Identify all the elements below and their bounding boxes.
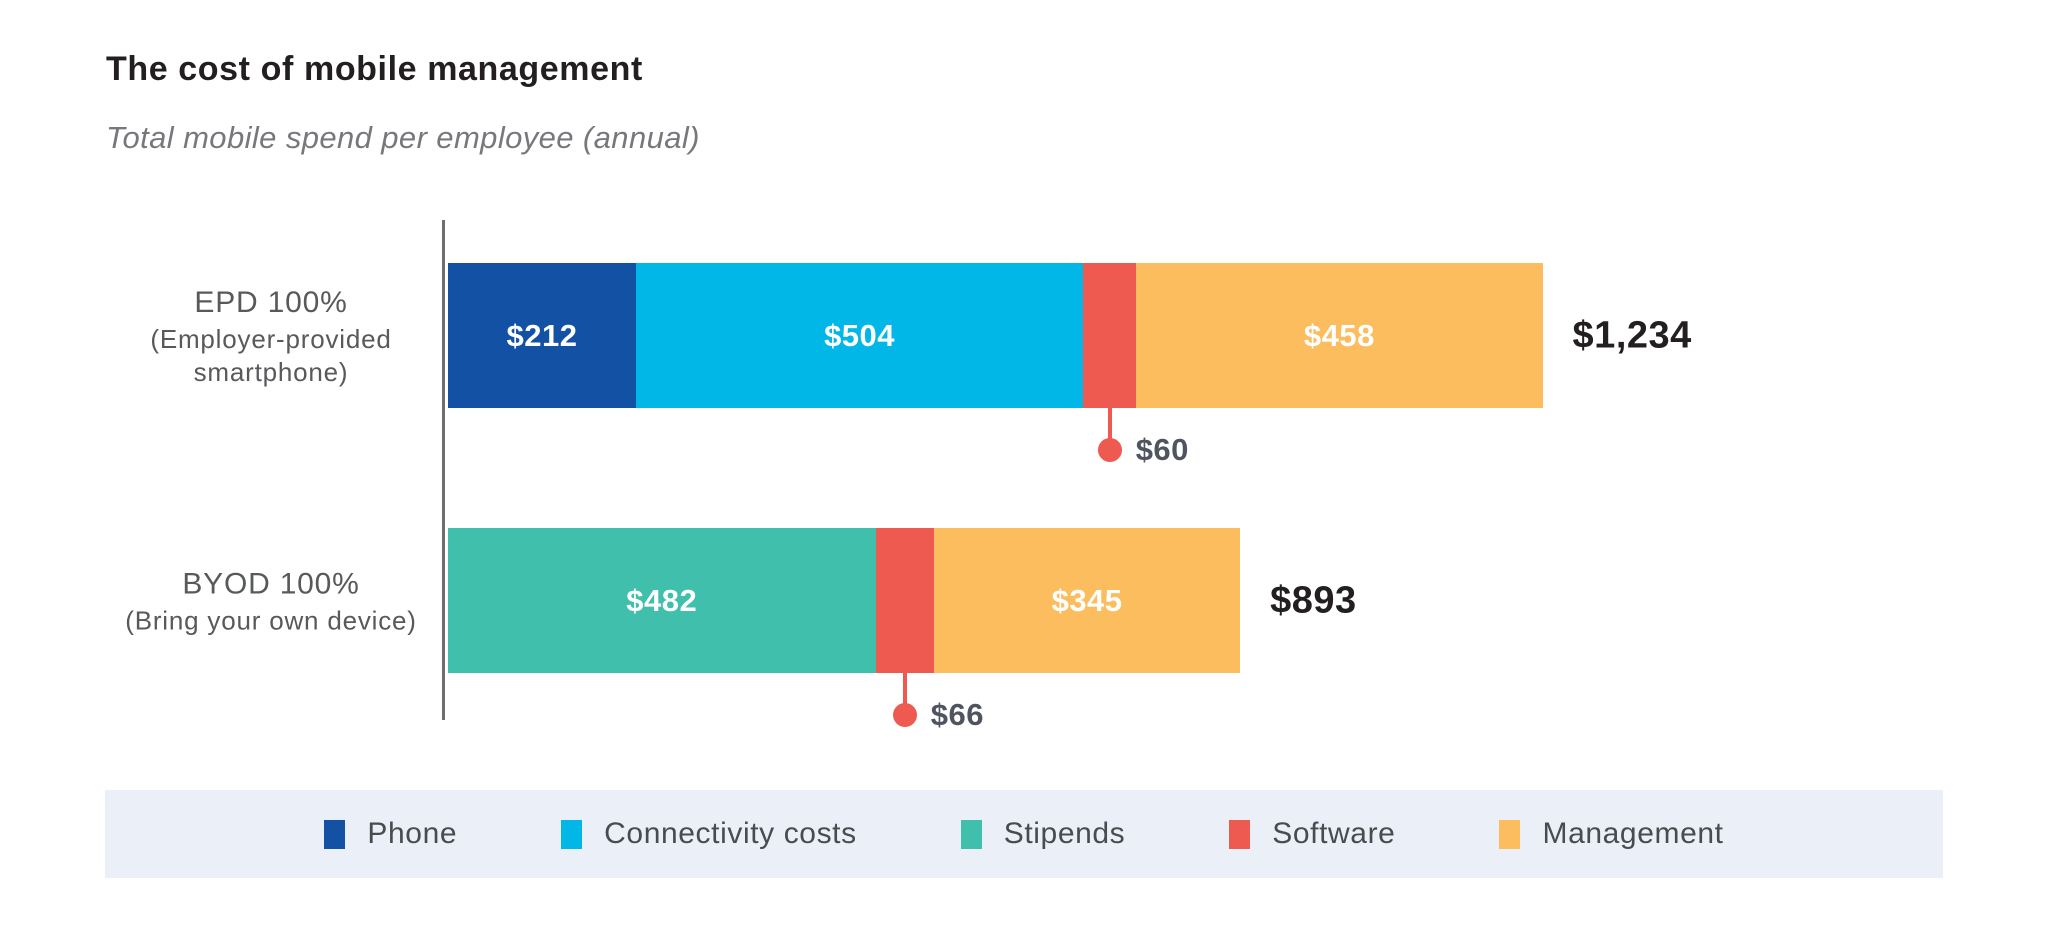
- category-note: (Employer-provided smartphone): [150, 323, 392, 387]
- category-name: EPD 100%: [194, 285, 348, 319]
- legend-swatch-software: [1229, 819, 1251, 849]
- legend-swatch-management: [1499, 819, 1521, 849]
- legend-item-phone: Phone: [324, 817, 457, 851]
- legend-swatch-phone: [324, 819, 346, 849]
- segment-management: $458: [1136, 263, 1543, 408]
- segment-software: [875, 528, 935, 673]
- segment-connectivity-costs: $504: [636, 263, 1084, 408]
- legend-item-stipends: Stipends: [960, 817, 1126, 851]
- stacked-bar-epd: $212 $504 $458: [448, 263, 1543, 408]
- segment-stipends: $482: [448, 528, 876, 673]
- legend: Phone Connectivity costs Stipends Software M…: [105, 790, 1943, 878]
- stacked-bar-byod: $482 $345: [448, 528, 1241, 673]
- legend-swatch-stipends: [960, 819, 982, 849]
- legend-swatch-connectivity-costs: [561, 819, 583, 849]
- legend-item-connectivity-costs: Connectivity costs: [561, 817, 857, 851]
- legend-item-software: Software: [1229, 817, 1395, 851]
- legend-items: Phone Connectivity costs Stipends Software M…: [324, 817, 1723, 851]
- legend-label-stipends: Stipends: [1003, 817, 1126, 850]
- y-axis-line: [442, 220, 445, 720]
- callout-dot-software: [1097, 438, 1122, 462]
- category-note: (Bring your own device): [125, 605, 417, 635]
- callout-dot-software: [892, 703, 917, 727]
- legend-item-management: Management: [1499, 817, 1723, 851]
- category-name: BYOD 100%: [182, 567, 360, 600]
- segment-management: $345: [934, 528, 1241, 673]
- category-label-epd: EPD 100% (Employer-provided smartphone): [110, 283, 432, 389]
- legend-label-management: Management: [1542, 817, 1724, 850]
- callout-label-software: $60: [1135, 432, 1189, 467]
- callout-stem-software: [902, 673, 907, 710]
- bar-total-epd: $1,234: [1572, 314, 1692, 356]
- callout-label-software: $66: [930, 697, 985, 732]
- category-label-byod: BYOD 100% (Bring your own device): [110, 564, 432, 637]
- chart-title: The cost of mobile management: [106, 50, 643, 88]
- bar-row-byod: BYOD 100% (Bring your own device) $482 $3…: [0, 528, 2048, 732]
- legend-label-phone: Phone: [367, 817, 458, 850]
- bar-total-byod: $893: [1270, 579, 1357, 621]
- legend-label-connectivity-costs: Connectivity costs: [604, 817, 857, 850]
- segment-software: [1083, 263, 1137, 408]
- chart-subtitle: Total mobile spend per employee (annual): [106, 120, 700, 155]
- bar-row-epd: EPD 100% (Employer-provided smartphone) …: [0, 263, 2048, 467]
- segment-phone: $212: [448, 263, 637, 408]
- callout-stem-software: [1107, 408, 1112, 445]
- legend-label-software: Software: [1272, 817, 1396, 850]
